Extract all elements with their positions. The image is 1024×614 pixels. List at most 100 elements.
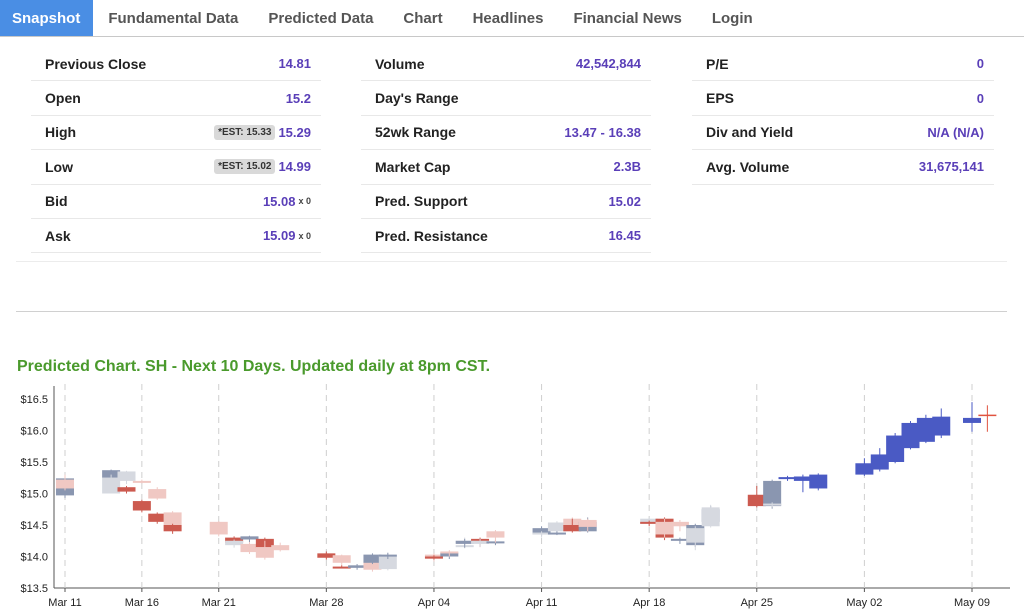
candle-body	[670, 538, 689, 541]
candle-body	[532, 532, 551, 535]
estimate-badge: *EST: 15.33	[214, 124, 276, 140]
candle-body	[271, 545, 290, 551]
divider	[16, 261, 1007, 262]
candle-body	[209, 521, 228, 535]
ask-size: x 0	[298, 230, 311, 241]
candle-body	[363, 561, 382, 570]
candle-body	[963, 417, 981, 423]
candle-body	[56, 479, 74, 489]
x-tick-label: Mar 16	[125, 597, 159, 609]
stat-pe: P/E 0	[692, 47, 994, 82]
candle-body	[916, 417, 935, 442]
candle-body	[471, 540, 490, 544]
x-tick-label: Apr 11	[526, 597, 558, 609]
stat-value: N/A (N/A)	[927, 124, 984, 140]
candle-body	[102, 477, 121, 494]
stat-label: Avg. Volume	[706, 158, 790, 175]
stat-value: 15.02	[608, 193, 641, 209]
stat-value: 2.3B	[613, 159, 641, 175]
candle-body	[132, 501, 151, 511]
bid-size: x 0	[298, 196, 311, 207]
stat-avg-volume: Avg. Volume 31,675,141	[692, 150, 994, 185]
predicted-price-chart: $13.5 $14.0 $14.5 $15.0 $15.5 $16.0 $16.5 Mar 1…	[20, 384, 1010, 609]
candle-body	[332, 555, 351, 563]
x-tick-label: Apr 04	[418, 597, 450, 609]
tab-predicted-data[interactable]: Predicted Data	[268, 9, 374, 27]
candle-body	[578, 519, 597, 527]
y-tick-label: $13.5	[20, 583, 48, 595]
y-tick-label: $14.0	[20, 552, 48, 564]
stat-label: Day's Range	[375, 90, 459, 107]
candle-body	[778, 477, 797, 480]
candle-body	[378, 554, 397, 557]
x-tick-label: Mar 11	[48, 597, 81, 609]
candle-body	[547, 522, 566, 532]
stat-value: 15.08	[262, 193, 296, 209]
candle-body	[793, 476, 812, 481]
tab-fundamental-data[interactable]: Fundamental Data	[108, 9, 239, 27]
stat-value: 14.81	[278, 56, 311, 72]
candle-body	[348, 565, 367, 568]
candle-body	[763, 480, 782, 507]
candle-body	[163, 512, 182, 525]
tab-login[interactable]: Login	[711, 9, 753, 27]
stat-div-yield: Div and Yield N/A (N/A)	[692, 116, 994, 151]
stat-high: High *EST: 15.33 15.29	[31, 116, 321, 151]
y-tick-label: $15.0	[20, 489, 48, 501]
stat-52wk-range: 52wk Range 13.47 - 16.38	[361, 116, 651, 151]
stat-low: Low *EST: 15.02 14.99	[31, 150, 321, 185]
candle-body	[670, 521, 689, 527]
tab-chart[interactable]: Chart	[403, 9, 443, 27]
tab-headlines[interactable]: Headlines	[472, 9, 544, 27]
stat-value: 14.99	[278, 159, 311, 175]
candle-body	[255, 547, 274, 558]
x-tick-label: May 09	[954, 597, 990, 609]
x-tick-label: Apr 18	[633, 597, 665, 609]
candle-body	[163, 525, 182, 532]
stat-label: EPS	[706, 90, 735, 107]
candle-body	[332, 566, 351, 569]
stat-label: High	[45, 124, 77, 141]
candle-body	[747, 494, 766, 507]
estimate-badge: *EST: 15.02	[214, 159, 276, 175]
x-tick-label: Apr 25	[741, 597, 773, 609]
candle-body	[148, 513, 167, 522]
stat-bid: Bid 15.08 x 0	[31, 185, 321, 219]
stat-pred-resistance: Pred. Resistance 16.45	[361, 219, 651, 254]
stat-volume: Volume 42,542,844	[361, 47, 651, 82]
stat-label: P/E	[706, 55, 729, 72]
candle-body	[240, 543, 259, 553]
candle-body	[563, 525, 582, 532]
stat-value: 0	[976, 56, 984, 72]
tab-snapshot[interactable]: Snapshot	[0, 0, 94, 36]
stat-label: Volume	[375, 55, 425, 72]
tab-financial-news[interactable]: Financial News	[573, 9, 682, 27]
candle-body	[809, 474, 828, 489]
x-tick-label: Mar 21	[202, 597, 236, 609]
stat-market-cap: Market Cap 2.3B	[361, 150, 651, 185]
stat-label: Market Cap	[375, 158, 451, 175]
stat-label: Pred. Resistance	[375, 227, 488, 244]
candle-body	[102, 470, 121, 478]
candle-body	[640, 521, 659, 524]
stat-label: Bid	[45, 193, 68, 210]
candle-body	[686, 528, 705, 543]
candle-body	[117, 471, 136, 481]
stat-value: 42,542,844	[575, 56, 641, 72]
candle-body	[763, 503, 782, 506]
chart-title: Predicted Chart. SH - Next 10 Days. Upda…	[17, 358, 491, 375]
candle-body	[855, 463, 874, 475]
stat-label: 52wk Range	[375, 124, 456, 141]
candle-body	[225, 540, 244, 546]
stat-previous-close: Previous Close 14.81	[31, 47, 321, 82]
stat-value: 31,675,141	[918, 159, 984, 175]
candle-body	[870, 454, 889, 470]
x-tick-label: May 02	[846, 597, 882, 609]
stat-ask: Ask 15.09 x 0	[31, 219, 321, 254]
stat-label: Previous Close	[45, 55, 147, 72]
stat-days-range: Day's Range	[361, 81, 651, 116]
stat-pred-support: Pred. Support 15.02	[361, 185, 651, 219]
candle-body	[455, 540, 474, 544]
tab-bar: Snapshot Fundamental Data Predicted Data…	[0, 0, 1024, 37]
candle-body	[701, 507, 720, 527]
